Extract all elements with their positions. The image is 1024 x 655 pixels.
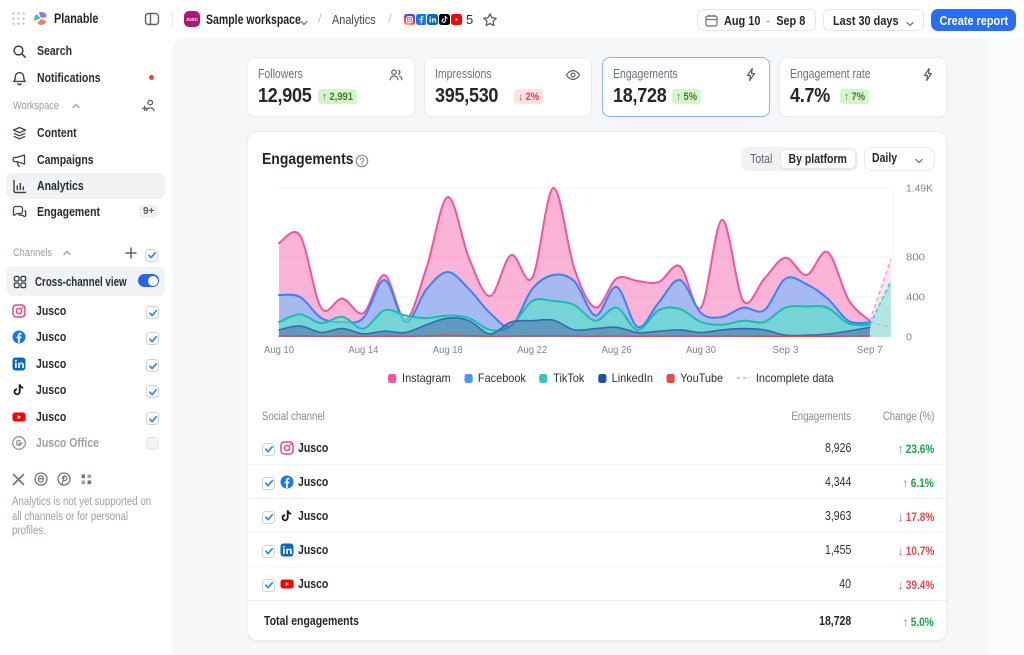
svg-text:Sep 3: Sep 3: [772, 344, 798, 356]
svg-text:Aug 22: Aug 22: [517, 344, 547, 356]
svg-text:Aug 30: Aug 30: [686, 344, 716, 356]
svg-text:800: 800: [906, 252, 925, 264]
svg-text:0: 0: [906, 332, 912, 344]
svg-text:Aug 10: Aug 10: [264, 344, 294, 356]
svg-text:Aug 26: Aug 26: [602, 344, 632, 356]
svg-text:1.49K: 1.49K: [906, 183, 933, 195]
svg-text:400: 400: [906, 292, 925, 304]
svg-text:Sep 7: Sep 7: [857, 344, 883, 356]
svg-text:Aug 14: Aug 14: [348, 344, 378, 356]
svg-text:Aug 18: Aug 18: [433, 344, 463, 356]
